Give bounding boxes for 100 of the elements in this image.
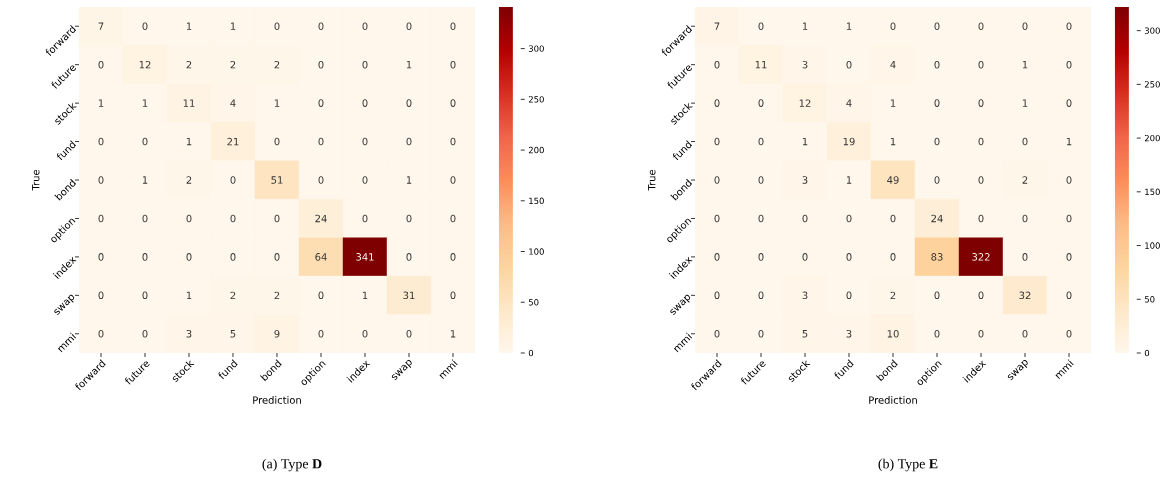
color-bar-label: 50 <box>528 299 539 306</box>
data-label: 0 <box>934 137 940 146</box>
data-label: 0 <box>934 99 940 107</box>
data-label: 0 <box>714 137 720 146</box>
data-label: 0 <box>274 214 280 223</box>
color-bar-label: 150 <box>1145 188 1160 196</box>
x-axis-title: Prediction <box>869 396 917 404</box>
data-label: 2 <box>274 60 280 69</box>
data-label: 51 <box>271 176 283 184</box>
text: (b) Type E <box>878 458 938 472</box>
data-label: 3 <box>802 60 808 69</box>
data-label: 0 <box>450 176 456 184</box>
data-label: 0 <box>274 137 280 146</box>
data-label: 0 <box>450 99 456 107</box>
data-label: 0 <box>362 22 368 30</box>
data-label: 0 <box>450 291 456 300</box>
data-label: 0 <box>714 291 720 300</box>
data-label: 0 <box>758 291 764 300</box>
data-label: 2 <box>230 291 236 300</box>
data-label: 0 <box>1066 291 1072 300</box>
data-label: 0 <box>98 214 104 223</box>
data-label: 7 <box>714 22 720 30</box>
data-label: 11 <box>183 99 195 107</box>
data-label: 0 <box>230 253 236 261</box>
data-label: 32 <box>1019 291 1031 300</box>
data-label: 0 <box>362 60 368 69</box>
data-label: 19 <box>843 137 855 146</box>
data-label: 0 <box>318 330 324 338</box>
data-label: 0 <box>1066 60 1072 69</box>
data-label: 24 <box>931 214 943 223</box>
data-label: 1 <box>362 291 368 299</box>
data-label: 0 <box>406 214 412 223</box>
data-label: 2 <box>890 291 896 300</box>
data-label: 0 <box>1066 330 1072 338</box>
data-label: 0 <box>406 253 412 261</box>
data-label: 0 <box>98 60 104 69</box>
data-label: 0 <box>978 60 984 69</box>
data-label: 0 <box>98 137 104 146</box>
data-label: 0 <box>142 22 148 30</box>
data-label: 64 <box>315 253 327 261</box>
data-label: 0 <box>98 291 104 300</box>
data-label: 2 <box>1022 176 1028 184</box>
data-label: 5 <box>230 330 236 338</box>
data-label: 0 <box>978 137 984 146</box>
data-label: 24 <box>315 214 327 223</box>
color-bar-label: 150 <box>529 197 544 205</box>
data-label: 2 <box>230 60 236 69</box>
data-label: 4 <box>846 99 852 107</box>
data-label: 31 <box>403 291 415 300</box>
data-label: 0 <box>758 22 764 30</box>
data-label: 0 <box>362 176 368 184</box>
data-label: 0 <box>1066 176 1072 184</box>
data-label: 1 <box>1022 99 1028 107</box>
data-label: 0 <box>758 137 764 146</box>
data-label: 1 <box>802 137 808 146</box>
data-label: 0 <box>142 214 148 223</box>
data-label: 0 <box>934 60 940 69</box>
data-label: 5 <box>802 330 808 338</box>
data-label: 0 <box>98 330 104 338</box>
data-label: 1 <box>846 22 852 30</box>
data-label: 0 <box>714 60 720 69</box>
data-label: 0 <box>978 291 984 300</box>
data-label: 0 <box>186 214 192 223</box>
data-label: 1 <box>1066 137 1072 146</box>
data-label: 0 <box>714 330 720 338</box>
data-label: 0 <box>450 60 456 69</box>
data-label: 0 <box>758 176 764 184</box>
data-label: 11 <box>755 61 767 69</box>
data-label: 0 <box>846 253 852 261</box>
data-label: 1 <box>802 22 808 30</box>
data-label: 7 <box>98 22 104 30</box>
data-label: 1 <box>846 176 852 184</box>
data-label: 0 <box>890 22 896 30</box>
data-label: 0 <box>450 137 456 146</box>
data-label: 0 <box>758 253 764 261</box>
data-label: 0 <box>758 99 764 107</box>
data-label: 0 <box>274 253 280 261</box>
data-label: 1 <box>890 99 896 107</box>
data-label: 0 <box>978 22 984 30</box>
data-label: 1 <box>186 22 192 30</box>
data-label: 0 <box>1022 22 1028 30</box>
color-bar-label: 0 <box>528 349 534 357</box>
data-label: 0 <box>846 214 852 223</box>
data-label: 0 <box>890 214 896 223</box>
data-label: 0 <box>890 253 896 261</box>
color-bar-label: 250 <box>1144 81 1160 88</box>
data-label: 1 <box>186 291 192 299</box>
data-label: 12 <box>139 60 151 69</box>
data-label: 322 <box>972 253 990 261</box>
data-label: 83 <box>931 253 943 261</box>
data-label: 1 <box>450 330 456 338</box>
data-label: 0 <box>1022 330 1028 338</box>
data-label: 3 <box>186 330 192 338</box>
data-label: 0 <box>758 214 764 223</box>
data-label: 0 <box>230 176 236 184</box>
data-label: 0 <box>846 291 852 300</box>
data-label: 0 <box>142 330 148 338</box>
data-label: 0 <box>406 137 412 146</box>
data-label: 21 <box>227 137 239 146</box>
data-label: 1 <box>1022 61 1028 69</box>
